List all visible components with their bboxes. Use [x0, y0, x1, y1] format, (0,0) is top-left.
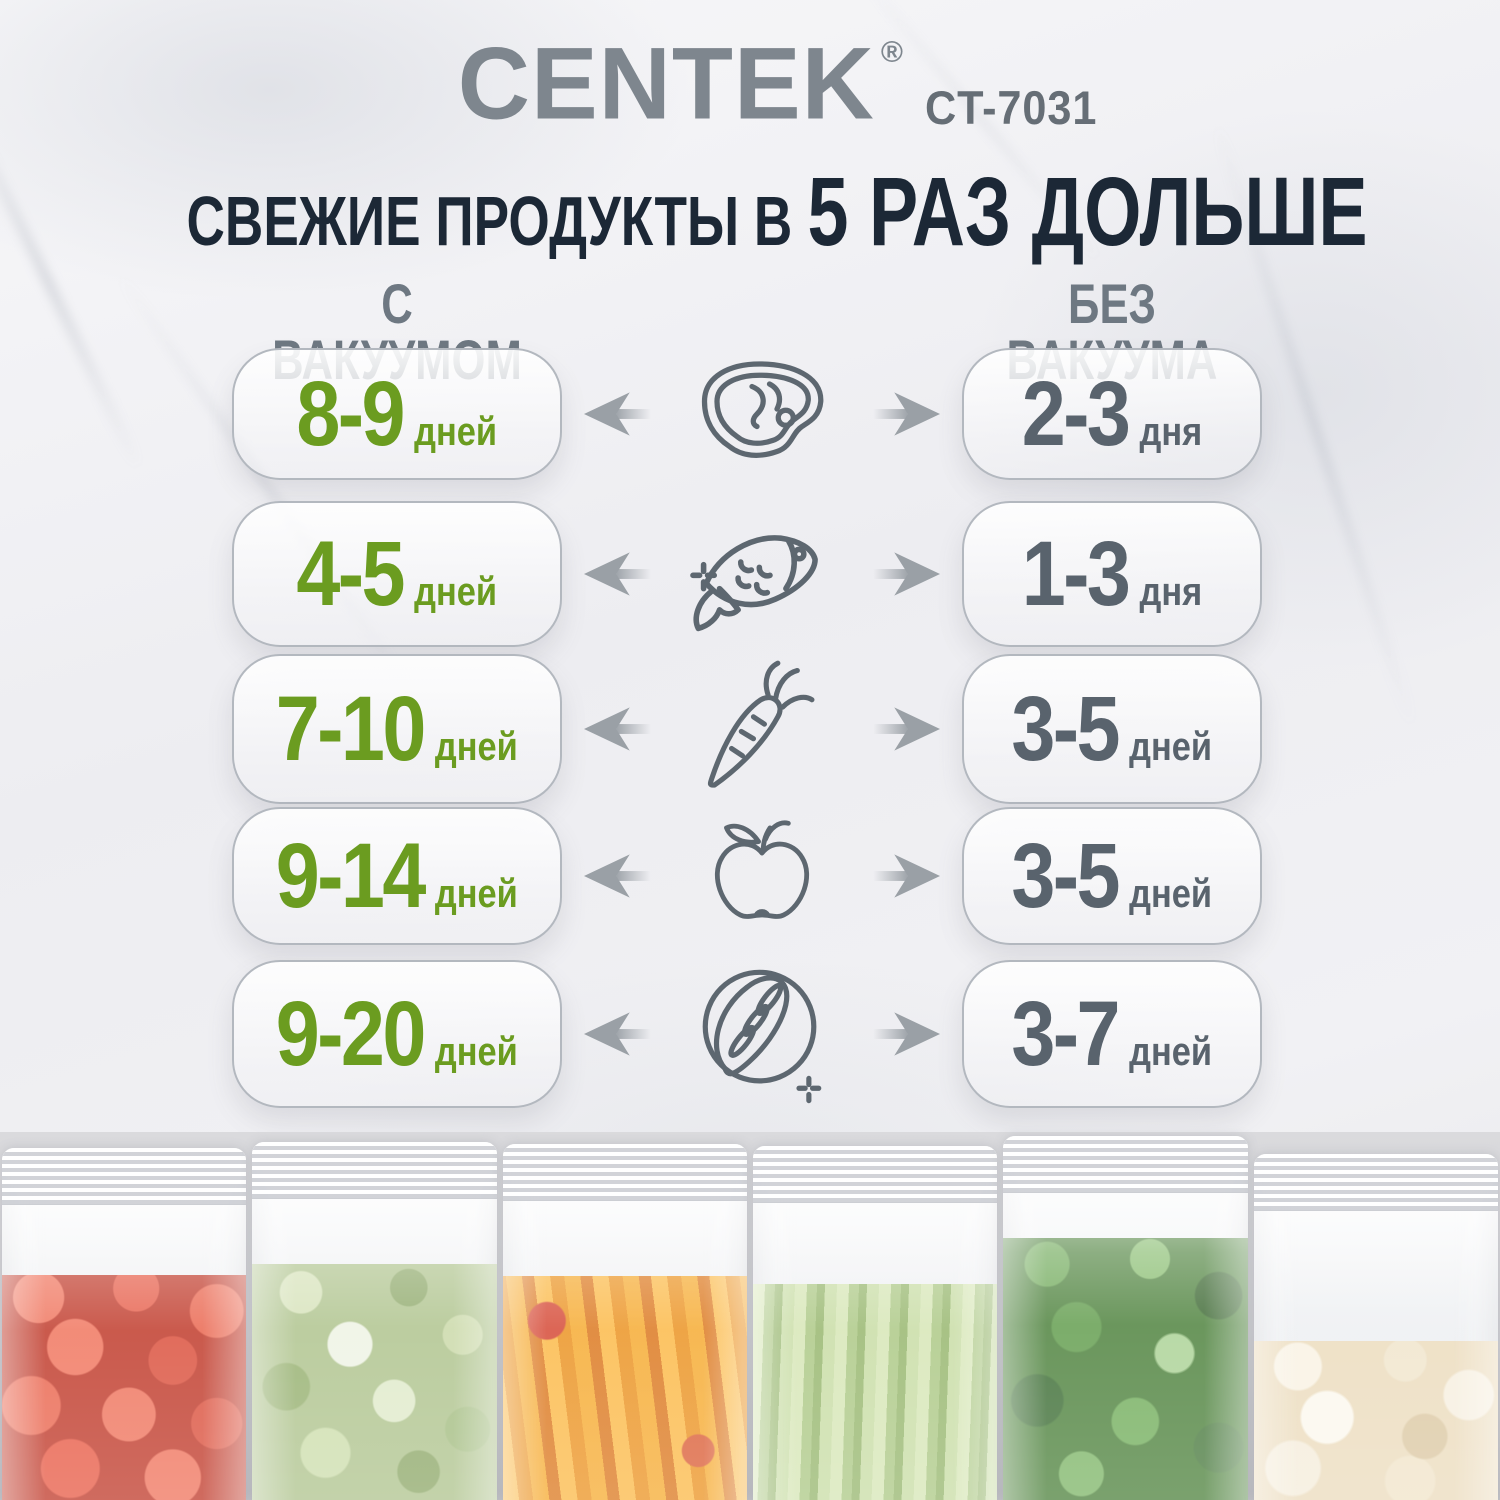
arrow-left-icon	[584, 392, 651, 436]
days-value: 7-10	[275, 677, 427, 780]
bread-icon	[702, 969, 822, 1104]
steak-icon	[701, 361, 824, 458]
comparison-table: 8-9 дней	[232, 348, 1262, 1113]
no-vacuum-days-pill: 3-5 дней	[962, 654, 1262, 804]
days-value: 3-5	[1011, 824, 1121, 927]
days-unit: дней	[414, 570, 498, 615]
days-unit: дня	[1139, 570, 1203, 615]
bag-green-beans	[752, 1146, 998, 1500]
arrow-right-icon	[873, 552, 940, 596]
days-unit: дней	[435, 872, 519, 917]
days-unit: дней	[1129, 725, 1213, 770]
comparison-row-apple: 9-14 дней	[232, 807, 1262, 945]
brand-logo: CENTEK	[457, 26, 875, 142]
brand-row: CENTEK ® CT-7031	[0, 26, 1500, 142]
fish-icon	[690, 535, 818, 632]
bag-broccoli	[252, 1142, 497, 1500]
arrow-left-icon	[584, 1012, 651, 1056]
days-unit: дней	[414, 410, 498, 455]
days-value: 9-20	[275, 982, 427, 1085]
vacuum-days-pill: 7-10 дней	[232, 654, 562, 804]
comparison-row-fish: 4-5 дней	[232, 501, 1262, 647]
headline: СВЕЖИЕ ПРОДУКТЫ В 5 РАЗ ДОЛЬШЕ	[0, 156, 1500, 268]
no-vacuum-days-pill: 2-3 дня	[962, 348, 1262, 480]
days-unit: дней	[1129, 872, 1213, 917]
arrow-right-icon	[873, 854, 940, 898]
vacuum-seal-crimp	[752, 1146, 998, 1203]
days-value: 2-3	[1021, 362, 1131, 465]
arrow-left-icon	[584, 552, 651, 596]
arrow-right-icon	[873, 1012, 940, 1056]
vacuum-seal-crimp	[1253, 1154, 1498, 1211]
comparison-row-meat: 8-9 дней	[232, 348, 1262, 480]
days-unit: дней	[1129, 1030, 1213, 1075]
registered-mark-icon: ®	[880, 36, 903, 69]
days-value: 1-3	[1021, 522, 1131, 625]
no-vacuum-days-pill: 3-7 дней	[962, 960, 1262, 1108]
vacuum-days-pill: 9-20 дней	[232, 960, 562, 1108]
days-value: 3-7	[1011, 982, 1121, 1085]
headline-emphasis: 5 РАЗ ДОЛЬШЕ	[807, 157, 1368, 266]
days-value: 8-9	[296, 362, 406, 465]
frozen-vegetable-bags-photo	[0, 1132, 1500, 1500]
days-value: 3-5	[1011, 677, 1121, 780]
vacuum-seal-crimp	[502, 1144, 747, 1201]
carrot-icon	[707, 660, 815, 788]
comparison-row-carrot: 7-10 дней	[232, 654, 1262, 804]
vacuum-seal-crimp	[1003, 1136, 1248, 1193]
bag-broccoli	[1003, 1136, 1248, 1500]
days-value: 9-14	[275, 824, 427, 927]
vacuum-days-pill: 4-5 дней	[232, 501, 562, 647]
bag-cauliflower	[1253, 1154, 1498, 1500]
bag-cherry-tomatoes	[2, 1148, 247, 1500]
days-unit: дней	[435, 1030, 519, 1075]
vacuum-days-pill: 8-9 дней	[232, 348, 562, 480]
bag-pepper-strips	[502, 1144, 747, 1500]
marble-vein	[0, 90, 145, 472]
vacuum-seal-crimp	[2, 1148, 247, 1205]
days-unit: дней	[435, 725, 519, 770]
headline-prefix: СВЕЖИЕ ПРОДУКТЫ В	[186, 182, 793, 260]
no-vacuum-days-pill: 3-5 дней	[962, 807, 1262, 945]
arrow-left-icon	[584, 854, 651, 898]
arrow-left-icon	[584, 707, 651, 751]
comparison-row-bread: 9-20 дней	[232, 960, 1262, 1108]
model-number: CT-7031	[924, 81, 1098, 134]
days-value: 4-5	[296, 522, 406, 625]
arrow-right-icon	[873, 707, 940, 751]
days-unit: дня	[1139, 410, 1203, 455]
arrow-right-icon	[873, 392, 940, 436]
apple-icon	[715, 820, 809, 919]
vacuum-seal-crimp	[252, 1142, 497, 1199]
no-vacuum-days-pill: 1-3 дня	[962, 501, 1262, 647]
vacuum-days-pill: 9-14 дней	[232, 807, 562, 945]
